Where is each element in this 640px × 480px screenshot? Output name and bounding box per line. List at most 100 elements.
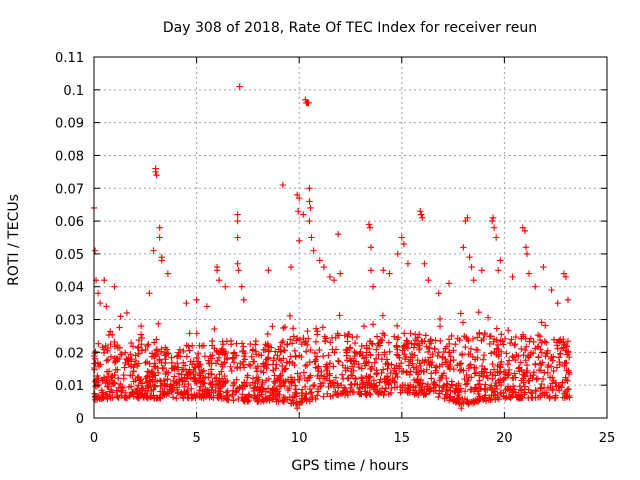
data-point [490, 224, 498, 231]
data-point [215, 377, 222, 385]
data-point [509, 273, 516, 281]
data-point [153, 171, 160, 179]
data-point [335, 384, 342, 391]
data-point [274, 352, 281, 359]
data-point [320, 352, 327, 360]
x-tick-label: 5 [192, 431, 200, 446]
data-point [306, 198, 313, 205]
data-point [127, 339, 135, 347]
data-point [186, 347, 193, 354]
data-point [252, 394, 259, 401]
data-point [407, 368, 414, 375]
data-point [160, 377, 168, 384]
data-point [179, 377, 186, 384]
data-point [113, 387, 120, 394]
x-tick-label: 15 [394, 431, 411, 446]
data-point [450, 356, 457, 364]
data-point [302, 395, 309, 402]
data-point [274, 388, 282, 395]
data-point [292, 400, 300, 408]
data-point [324, 390, 331, 397]
data-point [286, 384, 293, 392]
data-point [138, 347, 146, 354]
x-axis-title: GPS time / hours [291, 458, 408, 474]
data-point [530, 372, 537, 379]
data-point [365, 379, 372, 386]
data-point [479, 373, 487, 380]
data-point [280, 324, 287, 332]
data-point [188, 385, 195, 392]
data-point [174, 390, 182, 397]
data-point [478, 267, 486, 274]
data-point [547, 363, 555, 370]
data-point [491, 382, 499, 389]
data-point [519, 224, 527, 231]
data-point [209, 383, 216, 391]
data-point [213, 267, 221, 274]
data-point [468, 386, 475, 393]
data-point [443, 374, 450, 382]
data-point [200, 394, 207, 402]
data-point [104, 344, 112, 352]
data-point [367, 244, 375, 251]
data-point [174, 364, 182, 371]
data-point [436, 315, 444, 323]
data-point [489, 360, 496, 368]
data-point [292, 352, 299, 360]
data-point [422, 332, 429, 339]
data-point [183, 299, 190, 307]
data-point [516, 382, 524, 390]
data-point [130, 368, 137, 375]
data-point [464, 214, 471, 222]
data-point [506, 366, 513, 374]
data-point [481, 366, 489, 373]
data-point [494, 394, 501, 401]
data-point [184, 386, 191, 394]
data-point [116, 324, 123, 331]
data-point [376, 338, 384, 346]
data-point [523, 361, 531, 369]
data-point [174, 360, 181, 367]
data-point [312, 338, 320, 346]
data-point [427, 370, 435, 377]
data-point [277, 371, 285, 379]
data-point [463, 380, 471, 387]
data-point [329, 346, 336, 353]
data-point [169, 365, 176, 372]
data-point [460, 367, 467, 374]
data-point [303, 390, 310, 398]
data-point [391, 365, 398, 372]
data-point [146, 393, 154, 401]
data-point [230, 350, 237, 357]
data-point [381, 388, 388, 395]
data-point [195, 358, 202, 365]
data-point [526, 377, 533, 384]
data-point [562, 376, 570, 384]
data-point [478, 368, 485, 375]
data-point [375, 351, 382, 358]
data-point [428, 359, 436, 366]
data-point [280, 347, 288, 354]
data-point [318, 368, 325, 375]
data-point [534, 375, 542, 382]
data-point [412, 337, 420, 344]
data-point [443, 343, 451, 350]
data-point [407, 330, 414, 337]
data-points [90, 83, 573, 412]
data-point [488, 350, 495, 357]
data-point [452, 341, 459, 348]
data-point [398, 234, 405, 241]
data-point [377, 376, 384, 383]
data-point [494, 341, 502, 348]
data-point [278, 339, 286, 346]
data-point [416, 360, 423, 367]
data-point [440, 348, 447, 356]
data-point [559, 379, 566, 386]
data-point [487, 369, 494, 376]
data-point [214, 348, 222, 356]
data-point [531, 283, 539, 290]
data-point [490, 366, 498, 373]
data-point [301, 383, 309, 390]
data-point [162, 356, 169, 363]
data-point [300, 211, 307, 218]
